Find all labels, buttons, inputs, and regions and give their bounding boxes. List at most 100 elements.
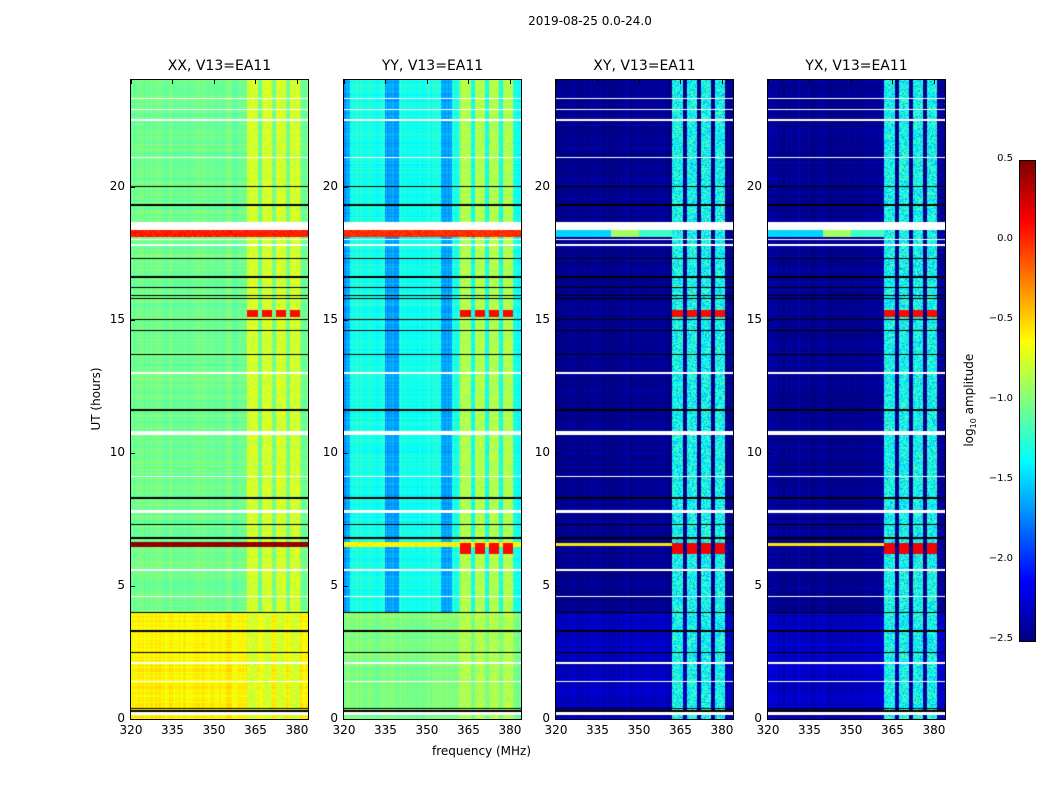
- y-tick-label: 15: [322, 311, 338, 326]
- x-tick: [721, 80, 723, 84]
- y-tick-label: 20: [109, 178, 125, 193]
- panel-title: YY, V13=EA11: [381, 58, 484, 74]
- x-tick: [131, 80, 132, 84]
- y-tick-label: 20: [534, 178, 550, 193]
- colorbar-gradient: [1020, 161, 1035, 641]
- colorbar: [1019, 160, 1036, 642]
- y-tick: [768, 452, 772, 454]
- x-tick: [213, 80, 215, 84]
- panel-xy: XY, V13=EA11 320 335 350 365 380 0 5 10 15 20: [535, 58, 734, 737]
- y-tick: [344, 319, 348, 321]
- x-tick: [468, 80, 470, 84]
- y-tick: [768, 585, 772, 587]
- y-tick-label: 20: [746, 178, 762, 193]
- x-tick-label: 365: [457, 723, 480, 737]
- x-tick-label: 335: [161, 723, 184, 737]
- panel-yx: YX, V13=EA11 320 335 350 365 380 0 5 10 15 20: [747, 58, 946, 737]
- y-tick-label: 5: [330, 577, 338, 592]
- x-axis-label: frequency (MHz): [432, 744, 532, 758]
- x-tick-label: 350: [415, 723, 439, 737]
- x-tick-label: 365: [881, 723, 904, 737]
- y-tick-label: 10: [746, 444, 762, 459]
- x-tick-label: 380: [710, 723, 734, 737]
- x-tick-label: 335: [798, 723, 821, 737]
- figure-title: 2019-08-25 0.0-24.0: [528, 14, 652, 28]
- y-tick-label: 15: [109, 311, 125, 326]
- x-tick: [933, 80, 935, 84]
- colorbar-tick-label: −1.0: [988, 393, 1013, 404]
- waterfall-image: [768, 80, 945, 719]
- panel-yy: YY, V13=EA11 320 335 350 365 380 0 5 10 15 20: [323, 58, 522, 737]
- x-tick: [768, 80, 769, 84]
- x-tick-label: 335: [586, 723, 609, 737]
- y-tick-label: 0: [330, 711, 338, 725]
- x-tick-label: 320: [756, 723, 780, 737]
- colorbar-tick-label: −1.5: [988, 473, 1013, 484]
- x-tick: [638, 80, 640, 84]
- y-tick: [556, 319, 560, 321]
- x-tick: [426, 80, 428, 84]
- panel-xx: XX, V13=EA11 320 335 350 365 380 0 5 10 15 20: [110, 58, 309, 737]
- x-tick-label: 380: [922, 723, 946, 737]
- y-tick: [556, 585, 560, 587]
- y-tick-label: 0: [754, 711, 762, 725]
- x-tick: [556, 80, 557, 84]
- y-tick: [131, 186, 135, 188]
- x-tick-label: 350: [839, 723, 863, 737]
- waterfall-image: [556, 80, 733, 719]
- waterfall-image: [344, 80, 521, 719]
- colorbar-tick-label: −2.5: [988, 633, 1013, 644]
- colorbar-tick-label: −2.0: [988, 553, 1013, 564]
- x-tick-label: 365: [244, 723, 267, 737]
- x-tick-label: 320: [332, 723, 356, 737]
- x-tick-label: 380: [285, 723, 309, 737]
- y-tick: [344, 452, 348, 454]
- y-axis-label: UT (hours): [89, 367, 103, 431]
- y-tick: [344, 585, 348, 587]
- y-tick-label: 5: [542, 577, 550, 592]
- y-tick: [556, 452, 560, 454]
- x-tick: [344, 80, 345, 84]
- y-tick-label: 15: [746, 311, 762, 326]
- y-tick-label: 0: [117, 711, 125, 725]
- y-tick-label: 20: [322, 178, 338, 193]
- x-tick-label: 335: [374, 723, 397, 737]
- y-tick: [556, 186, 560, 188]
- x-tick: [255, 80, 257, 84]
- x-tick: [296, 80, 298, 84]
- x-tick-label: 380: [498, 723, 522, 737]
- panel-title: YX, V13=EA11: [805, 58, 908, 74]
- x-tick: [172, 80, 174, 84]
- x-tick: [892, 80, 894, 84]
- x-tick: [809, 80, 811, 84]
- y-tick-label: 15: [534, 311, 550, 326]
- y-tick-label: 10: [109, 444, 125, 459]
- x-tick-label: 350: [627, 723, 651, 737]
- x-tick-label: 320: [544, 723, 568, 737]
- colorbar-tick-label: −0.5: [988, 313, 1013, 324]
- x-tick: [597, 80, 599, 84]
- y-tick: [344, 719, 348, 720]
- x-tick-label: 365: [669, 723, 692, 737]
- x-tick: [385, 80, 387, 84]
- colorbar-label: log10 amplitude: [961, 353, 979, 447]
- colorbar-tick-label: 0.0: [997, 233, 1013, 244]
- y-tick: [131, 452, 135, 454]
- y-tick-label: 5: [754, 577, 762, 592]
- panel-title: XY, V13=EA11: [593, 58, 696, 74]
- y-tick-label: 0: [542, 711, 550, 725]
- waterfall-image: [131, 80, 308, 719]
- x-tick: [509, 80, 511, 84]
- x-tick: [850, 80, 852, 84]
- y-tick: [344, 186, 348, 188]
- x-tick-label: 350: [202, 723, 226, 737]
- y-tick: [768, 186, 772, 188]
- y-tick: [131, 585, 135, 587]
- x-tick-label: 320: [119, 723, 143, 737]
- y-tick: [131, 319, 135, 321]
- x-tick: [680, 80, 682, 84]
- y-tick-label: 5: [117, 577, 125, 592]
- y-tick-label: 10: [322, 444, 338, 459]
- y-tick: [768, 719, 772, 720]
